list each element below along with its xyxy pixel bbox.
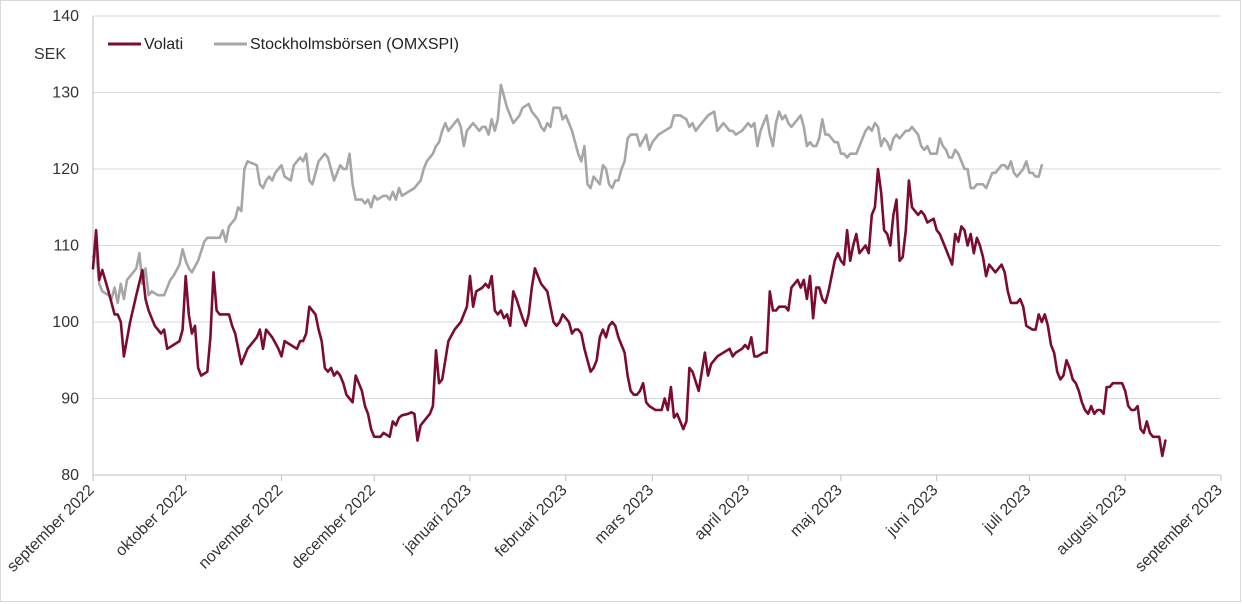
x-tick-label: april 2023: [691, 482, 753, 544]
x-axis: september 2022 oktober 2022 november 2022 d…: [4, 474, 1226, 576]
x-tick-label: september 2022: [4, 482, 98, 576]
y-tick-label: 130: [52, 85, 79, 102]
x-tick-label: juli 2023: [979, 482, 1034, 537]
y-tick-label: 80: [61, 467, 79, 484]
x-tick-label: oktober 2022: [112, 482, 190, 560]
x-tick-label: december 2022: [288, 482, 379, 573]
x-tick-label: augusti 2023: [1053, 482, 1130, 559]
x-tick-label: maj 2023: [787, 482, 846, 541]
y-axis-label: SEK: [34, 46, 66, 63]
x-tick-label: juni 2023: [883, 482, 942, 541]
legend: Volati Stockholmsbörsen (OMXSPI): [108, 36, 459, 53]
series-lines: [91, 83, 1167, 458]
legend-label-volati: Volati: [144, 36, 183, 53]
legend-label-omxspi: Stockholmsbörsen (OMXSPI): [250, 36, 459, 53]
y-tick-label: 140: [52, 8, 79, 25]
series-line-stockholmsb-rsen-omxspi: [91, 83, 1044, 305]
y-tick-label: 120: [52, 161, 79, 178]
y-tick-label: 100: [52, 314, 79, 331]
y-axis: 140 130 120 110 100 90 80: [52, 8, 94, 484]
x-tick-label: mars 2023: [592, 482, 658, 548]
y-tick-label: 110: [53, 238, 79, 255]
series-line-volati: [91, 167, 1167, 458]
x-tick-label: januari 2023: [400, 482, 475, 557]
gridlines: [93, 15, 1221, 399]
x-tick-label: februari 2023: [492, 482, 571, 561]
x-tick-label: november 2022: [196, 482, 287, 573]
y-tick-label: 90: [61, 391, 79, 408]
x-tick-label: september 2023: [1132, 482, 1226, 576]
